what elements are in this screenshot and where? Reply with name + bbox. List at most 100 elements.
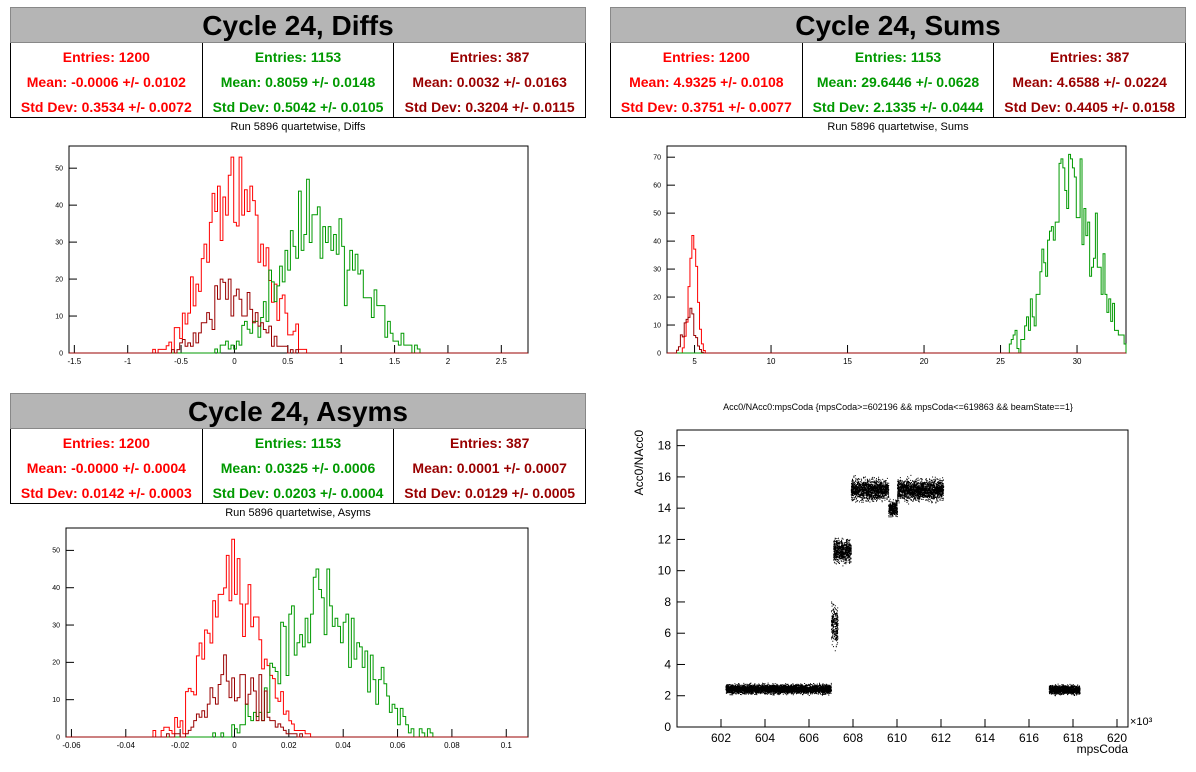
- y-tick-label: 2: [664, 689, 671, 703]
- y-tick-label: 10: [52, 697, 60, 704]
- x-tick-label: 606: [799, 731, 819, 745]
- x-tick-label: 602: [711, 731, 731, 745]
- x-tick-label: 614: [975, 731, 995, 745]
- stat-std: Std Dev: 0.3204 +/- 0.0115: [404, 99, 575, 115]
- stat-entries: Entries: 387: [449, 435, 530, 451]
- asyms-histogram: -0.06 -0.04 -0.02 0 0.02 0.04 0.06 0.08 0.1 0 10 20…: [52, 527, 529, 750]
- histogram-series-darkred: [667, 307, 1126, 354]
- y-tick-label: 70: [653, 155, 661, 162]
- asyms-stats-green: Entries: 1153 Mean: 0.0325 +/- 0.0006 St…: [201, 429, 394, 503]
- y-tick-label: 20: [52, 660, 60, 667]
- x-tick-label: 10: [767, 357, 776, 366]
- asyms-title: Cycle 24, Asyms: [10, 393, 586, 429]
- x-tick-label: 0.1: [501, 741, 513, 750]
- stat-mean: Mean: 0.8059 +/- 0.0148: [220, 74, 376, 90]
- histogram-series-red: [66, 538, 528, 738]
- stat-mean: Mean: 29.6446 +/- 0.0628: [816, 74, 980, 90]
- stat-mean: Mean: 0.0032 +/- 0.0163: [412, 74, 567, 90]
- x-tick-label: 0.04: [335, 741, 351, 750]
- stat-mean: Mean: -0.0006 +/- 0.0102: [26, 74, 186, 90]
- stat-mean: Mean: -0.0000 +/- 0.0004: [26, 460, 186, 476]
- x-tick-label: 1: [339, 357, 344, 366]
- y-tick-label: 14: [658, 501, 672, 515]
- y-tick-label: 4: [664, 657, 671, 671]
- stat-std: Std Dev: 0.5042 +/- 0.0105: [212, 99, 384, 115]
- stat-entries: Entries: 1200: [662, 49, 750, 65]
- y-tick-label: 12: [658, 532, 672, 546]
- y-tick-label: 40: [55, 202, 63, 209]
- sums-stats-red: Entries: 1200 Mean: 4.9325 +/- 0.0108 St…: [611, 43, 802, 117]
- x-tick-label: 30: [1073, 357, 1082, 366]
- y-tick-label: 60: [653, 182, 661, 189]
- diffs-stats-box: Entries: 1200 Mean: -0.0006 +/- 0.0102 S…: [10, 43, 586, 118]
- x-tick-label: 2: [446, 357, 451, 366]
- x-tick-label: -1: [124, 357, 132, 366]
- y-tick-label: 0: [56, 734, 60, 741]
- histogram-series-red: [667, 235, 1126, 354]
- stat-mean: Mean: 4.9325 +/- 0.0108: [629, 74, 784, 90]
- y-tick-label: 10: [653, 322, 661, 329]
- y-tick-label: 50: [52, 548, 60, 555]
- histogram-series-darkred: [66, 654, 528, 738]
- stat-std: Std Dev: 0.4405 +/- 0.0158: [1004, 99, 1176, 115]
- y-tick-label: 30: [52, 622, 60, 629]
- y-tick-label: 20: [653, 294, 661, 301]
- stat-std: Std Dev: 0.3751 +/- 0.0077: [620, 99, 792, 115]
- plot-frame: [65, 527, 529, 738]
- diffs-stats-red: Entries: 1200 Mean: -0.0006 +/- 0.0102 S…: [11, 43, 202, 117]
- y-tick-label: 0: [664, 720, 671, 734]
- scatter-points: [725, 474, 1081, 697]
- y-tick-label: 30: [653, 266, 661, 273]
- y-tick-label: 50: [653, 210, 661, 217]
- y-tick-label: 10: [55, 313, 63, 320]
- y-tick-label: 50: [55, 166, 63, 173]
- x-tick-label: 20: [920, 357, 929, 366]
- x-tick-label: 1.5: [389, 357, 401, 366]
- sums-histogram: 5 10 15 20 25 30 0 10 20 30 40 50 60 70: [653, 145, 1127, 366]
- asyms-subtitle: Run 5896 quartetwise, Asyms: [225, 507, 371, 519]
- sums-subtitle: Run 5896 quartetwise, Sums: [827, 121, 969, 133]
- y-tick-label: 10: [658, 564, 672, 578]
- diffs-panel: Cycle 24, Diffs Entries: 1200 Mean: -0.0…: [0, 0, 598, 385]
- stat-mean: Mean: 0.0001 +/- 0.0007: [412, 460, 567, 476]
- stat-std: Std Dev: 0.3534 +/- 0.0072: [20, 99, 192, 115]
- stat-std: Std Dev: 2.1335 +/- 0.0444: [812, 99, 984, 115]
- diffs-subtitle: Run 5896 quartetwise, Diffs: [230, 121, 366, 133]
- diffs-stats-green: Entries: 1153 Mean: 0.8059 +/- 0.0148 St…: [201, 43, 394, 117]
- y-axis-label: Acc0/NAcc0: [632, 430, 646, 496]
- y-tick-label: 40: [653, 238, 661, 245]
- stat-std: Std Dev: 0.0142 +/- 0.0003: [20, 485, 192, 501]
- sums-stats-box: Entries: 1200 Mean: 4.9325 +/- 0.0108 St…: [610, 43, 1186, 118]
- x-tick-label: 616: [1019, 731, 1039, 745]
- scatter-plot: 602 604 606 608 610 612 614 616 618 620 0 2 4 6 8 10 12 1…: [632, 429, 1153, 756]
- x-tick-label: 604: [755, 731, 775, 745]
- x-tick-label: 0.06: [390, 741, 406, 750]
- y-tick-label: 16: [658, 470, 672, 484]
- y-tick-label: 30: [55, 239, 63, 246]
- y-tick-label: 0: [59, 350, 63, 357]
- histogram-series-darkred: [69, 278, 528, 354]
- stat-entries: Entries: 1153: [854, 49, 942, 65]
- sums-title: Cycle 24, Sums: [610, 7, 1186, 43]
- x-tick-label: 608: [843, 731, 863, 745]
- plot-frame: [676, 429, 1129, 728]
- x-tick-label: -0.06: [62, 741, 81, 750]
- y-tick-label: 6: [664, 626, 671, 640]
- x-tick-label: 25: [996, 357, 1005, 366]
- diffs-histogram: -1.5 -1 -0.5 0 0.5 1 1.5 2 2.5 0 10 20 30 40 50: [55, 145, 529, 366]
- x-tick-label: 0.02: [281, 741, 297, 750]
- x-tick-label: 0: [232, 357, 237, 366]
- x-tick-label: -0.5: [174, 357, 188, 366]
- scatter-panel: Acc0/NAcc0:mpsCoda {mpsCoda>=602196 && m…: [598, 386, 1196, 772]
- stat-entries: Entries: 387: [449, 49, 530, 65]
- x-tick-label: -0.02: [171, 741, 190, 750]
- y-tick-label: 18: [658, 439, 672, 453]
- x-tick-label: 610: [887, 731, 907, 745]
- diffs-stats-darkred: Entries: 387 Mean: 0.0032 +/- 0.0163 Std…: [393, 43, 585, 117]
- x-tick-label: 0: [232, 741, 237, 750]
- histogram-series-green: [667, 153, 1127, 354]
- sums-stats-green: Entries: 1153 Mean: 29.6446 +/- 0.0628 S…: [801, 43, 994, 117]
- diffs-title: Cycle 24, Diffs: [10, 7, 586, 43]
- x-tick-label: -1.5: [67, 357, 81, 366]
- x-tick-label: 15: [843, 357, 852, 366]
